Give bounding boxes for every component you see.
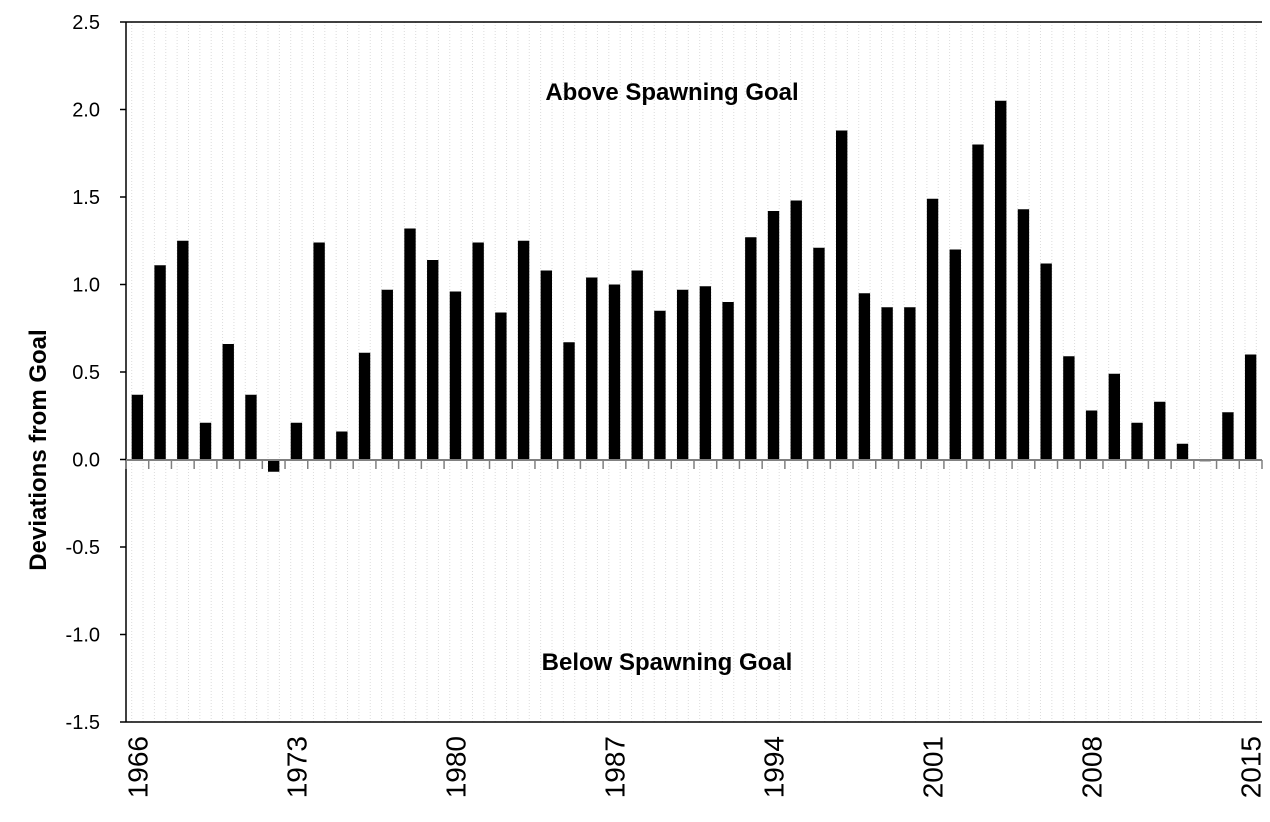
x-tick-label: 1980 (440, 736, 471, 798)
bar-2009 (1108, 373, 1120, 460)
bar-1978 (404, 228, 416, 460)
bar-2006 (1040, 263, 1052, 460)
bar-1992 (722, 302, 734, 460)
y-tick-label: 0.0 (72, 450, 100, 472)
bar-1969 (199, 422, 212, 460)
x-tick-labels: 1966 1973 1980 1987 1994 2001 2008 2015 (122, 736, 1266, 798)
bar-2000 (904, 307, 916, 460)
y-tick-label: -1.5 (66, 712, 100, 734)
x-tick-label: 1987 (600, 736, 631, 798)
bar-1996 (813, 247, 825, 460)
bar-1966 (131, 394, 144, 460)
bar-1970 (222, 344, 234, 460)
bar-1977 (381, 289, 393, 460)
bar-1994 (767, 211, 780, 460)
bar-2007 (1063, 356, 1075, 460)
x-tick-label: 2008 (1077, 736, 1108, 798)
bar-2012 (1176, 443, 1189, 460)
bar-1979 (427, 260, 439, 460)
x-tick-label: 2015 (1236, 736, 1267, 798)
bar-1983 (517, 240, 530, 460)
bar-1974 (313, 242, 325, 460)
bar-1998 (858, 293, 871, 460)
bar-1973 (290, 422, 303, 460)
bar-1975 (336, 431, 348, 460)
x-tick-label: 1994 (759, 736, 790, 798)
bar-1991 (699, 286, 712, 460)
bar-1989 (654, 310, 666, 460)
bar-1995 (790, 200, 802, 460)
y-axis-label: Deviations from Goal (25, 329, 52, 570)
bar-1997 (836, 130, 848, 460)
bar-2010 (1131, 422, 1143, 460)
bar-1987 (608, 284, 621, 460)
y-tick-labels: 2.5 2.0 1.5 1.0 0.5 0.0 -0.5 -1.0 -1.5 (66, 12, 126, 734)
bar-2011 (1154, 401, 1166, 460)
gridlines (131, 22, 1257, 722)
bar-1981 (472, 242, 484, 460)
y-tick-label: 1.5 (72, 187, 100, 209)
bar-1976 (358, 352, 371, 460)
bar-1999 (881, 307, 893, 460)
y-tick-label: 0.5 (72, 362, 100, 384)
bar-2005 (1017, 209, 1030, 460)
bar-1968 (177, 240, 189, 460)
y-tick-label: 1.0 (72, 275, 100, 297)
bar-1990 (676, 289, 689, 460)
x-tick-label: 1973 (281, 736, 312, 798)
bar-1982 (495, 312, 507, 460)
x-tick-label: 2001 (918, 736, 949, 798)
y-tick-label: 2.0 (72, 100, 100, 122)
bar-1980 (449, 291, 462, 460)
annotation-below-goal: Below Spawning Goal (542, 649, 793, 676)
bar-2008 (1085, 410, 1098, 460)
bar-1967 (154, 265, 166, 460)
bar-1988 (631, 270, 643, 460)
y-tick-label: -1.0 (66, 625, 100, 647)
bar-1971 (245, 394, 257, 460)
bar-2014 (1222, 412, 1234, 460)
y-tick-label: 2.5 (72, 12, 100, 34)
bar-2003 (972, 144, 984, 460)
bar-2001 (926, 198, 939, 460)
annotation-above-goal: Above Spawning Goal (545, 79, 798, 106)
y-tick-label: -0.5 (66, 537, 100, 559)
x-tick-label: 1966 (122, 736, 153, 798)
bar-1993 (745, 237, 757, 460)
bar-1984 (540, 270, 552, 460)
bar-1985 (563, 342, 575, 460)
axes (125, 21, 1263, 723)
bar-1986 (586, 277, 598, 460)
bars (131, 100, 1257, 472)
bar-2004 (995, 100, 1007, 460)
bar-1972 (268, 459, 280, 472)
bar-2015 (1244, 354, 1257, 460)
bar-2002 (949, 249, 961, 460)
